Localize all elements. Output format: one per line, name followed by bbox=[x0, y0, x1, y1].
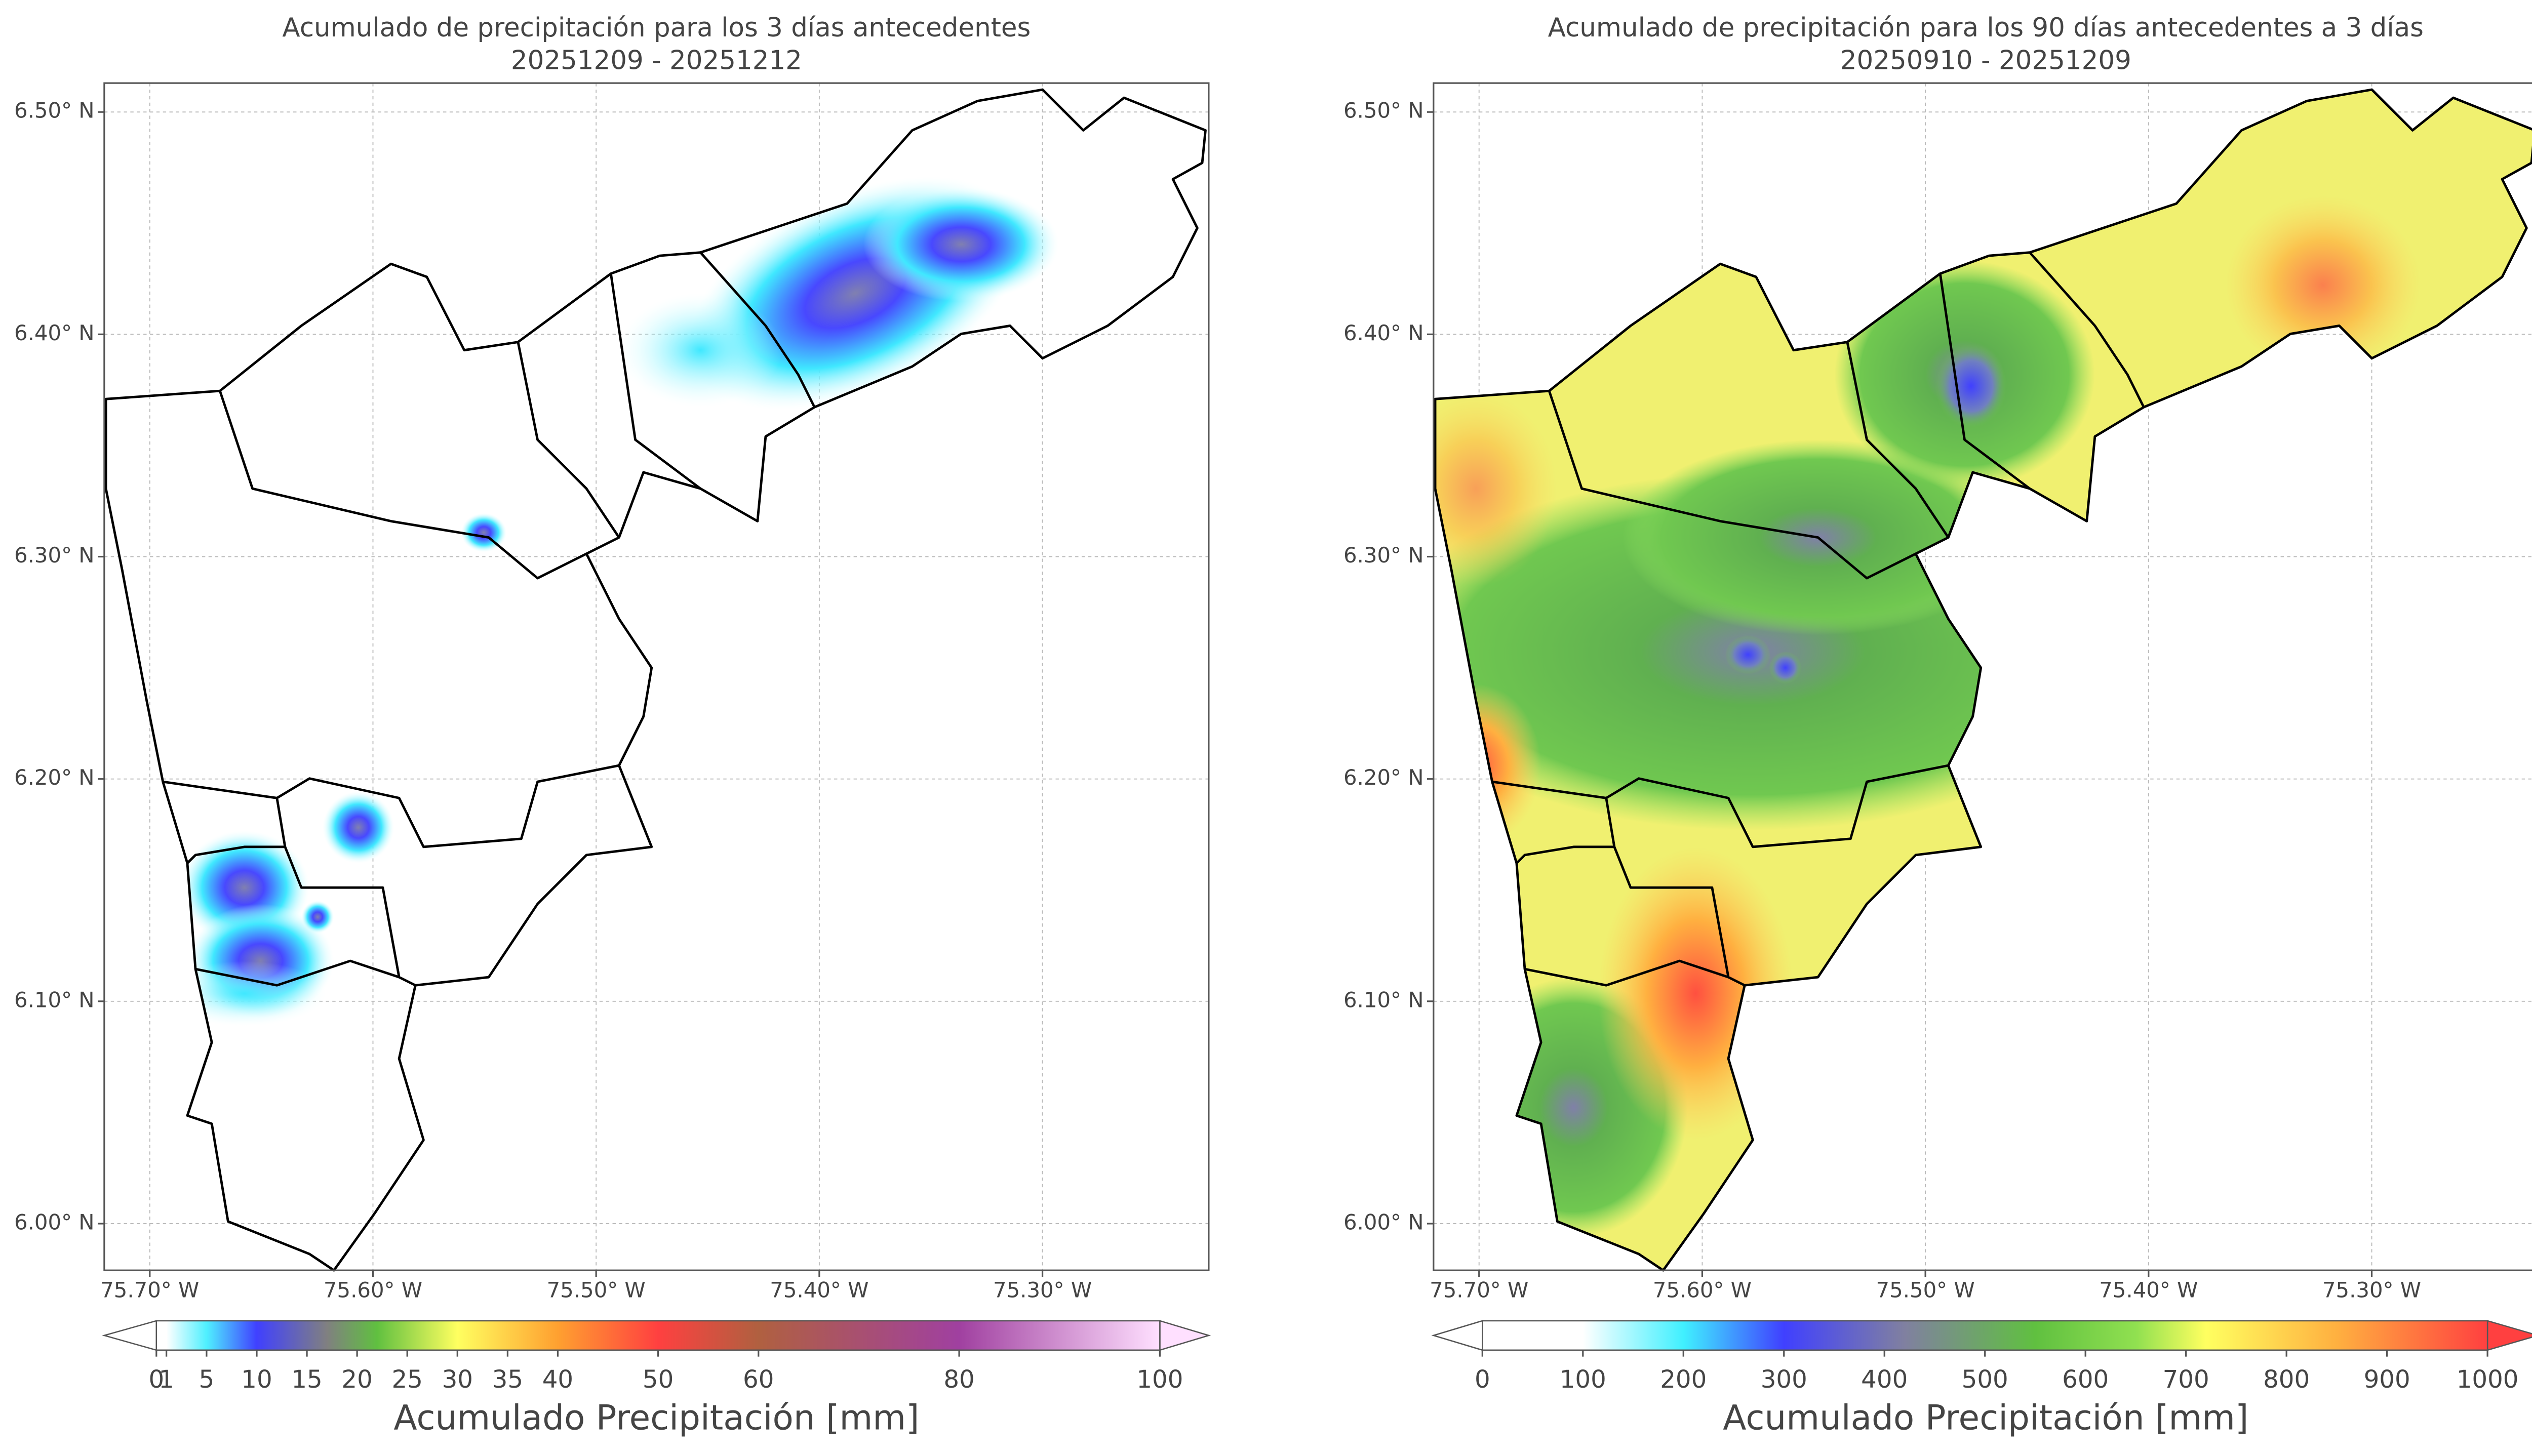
y-tick-label: 6.00° N bbox=[1343, 1209, 1424, 1234]
boundaries bbox=[1435, 90, 2532, 1270]
y-tick-label: 6.30° N bbox=[1343, 543, 1424, 568]
x-tick-label: 75.40° W bbox=[770, 1278, 868, 1303]
map-subtitle: 20251209 - 20251212 bbox=[511, 45, 802, 75]
boundaries bbox=[106, 90, 1205, 1270]
colorbar-tick-label: 30 bbox=[442, 1365, 473, 1394]
colorbar-tick-label: 700 bbox=[2163, 1365, 2209, 1394]
map-title: Acumulado de precipitación para los 3 dí… bbox=[282, 13, 1031, 43]
x-tick-label: 75.70° W bbox=[100, 1278, 199, 1303]
colorbar-tick-label: 10 bbox=[241, 1365, 272, 1394]
x-tick-label: 75.40° W bbox=[2099, 1278, 2198, 1303]
x-tick-label: 75.60° W bbox=[1653, 1278, 1752, 1303]
colorbar-label: Acumulado Precipitación [mm] bbox=[1723, 1398, 2248, 1438]
y-tick-label: 6.40° N bbox=[1343, 320, 1424, 345]
y-tick-label: 6.00° N bbox=[14, 1209, 95, 1234]
colorbar-label: Acumulado Precipitación [mm] bbox=[393, 1398, 919, 1438]
colorbar-extend-low bbox=[102, 1320, 157, 1351]
colorbar-tick-label: 5 bbox=[199, 1365, 215, 1394]
colorbar-extend-low bbox=[1431, 1320, 1483, 1351]
precip-field-90d bbox=[1435, 90, 2532, 1271]
x-tick-label: 75.50° W bbox=[1876, 1278, 1975, 1303]
colorbar-tick-label: 35 bbox=[492, 1365, 523, 1394]
y-tick-label: 6.50° N bbox=[14, 98, 95, 123]
y-tick-label: 6.20° N bbox=[1343, 765, 1424, 790]
colorbar-tick-label: 300 bbox=[1761, 1365, 1807, 1394]
colorbar-tick-label: 0 bbox=[1475, 1365, 1490, 1394]
colorbar-extend-high bbox=[1159, 1320, 1211, 1351]
colorbar-tick-label: 0 bbox=[148, 1365, 164, 1394]
colorbar-tick-label: 500 bbox=[1962, 1365, 2008, 1394]
map-title: Acumulado de precipitación para los 90 d… bbox=[1548, 13, 2424, 43]
x-tick-label: 75.50° W bbox=[547, 1278, 646, 1303]
colorbar-tick-label: 900 bbox=[2364, 1365, 2410, 1394]
colorbar-tick-label: 1 bbox=[159, 1365, 174, 1394]
colorbar-tick-label: 1000 bbox=[2457, 1365, 2519, 1394]
colorbar-tick-label: 25 bbox=[392, 1365, 423, 1394]
colorbar-tick-label: 40 bbox=[542, 1365, 573, 1394]
x-tick-label: 75.30° W bbox=[993, 1278, 1092, 1303]
colorbar-tick-label: 60 bbox=[743, 1365, 774, 1394]
colorbar-tick-label: 200 bbox=[1660, 1365, 1707, 1394]
y-tick-label: 6.30° N bbox=[14, 543, 95, 568]
axes-frame bbox=[103, 82, 1210, 1271]
map-subtitle: 20250910 - 20251209 bbox=[1840, 45, 2131, 75]
y-tick-label: 6.10° N bbox=[1343, 987, 1424, 1012]
colorbar-tick-label: 800 bbox=[2263, 1365, 2310, 1394]
colorbar-tick-label: 400 bbox=[1861, 1365, 1908, 1394]
colorbar-tick-label: 80 bbox=[943, 1365, 974, 1394]
colorbar bbox=[155, 1320, 1161, 1351]
y-tick-label: 6.50° N bbox=[1343, 98, 1424, 123]
colorbar-tick-label: 20 bbox=[341, 1365, 372, 1394]
x-tick-label: 75.30° W bbox=[2322, 1278, 2421, 1303]
colorbar-extend-high bbox=[2486, 1320, 2532, 1351]
colorbar-tick-label: 100 bbox=[1136, 1365, 1183, 1394]
y-tick-label: 6.10° N bbox=[14, 987, 95, 1012]
colorbar-tick-label: 15 bbox=[291, 1365, 322, 1394]
y-tick-label: 6.20° N bbox=[14, 765, 95, 790]
colorbar-tick-label: 600 bbox=[2062, 1365, 2109, 1394]
precip-field-3d bbox=[163, 176, 1059, 1026]
colorbar-tick-label: 100 bbox=[1560, 1365, 1606, 1394]
colorbar-tick-label: 50 bbox=[643, 1365, 674, 1394]
x-tick-label: 75.70° W bbox=[1430, 1278, 1528, 1303]
colorbar bbox=[1482, 1320, 2488, 1351]
x-tick-label: 75.60° W bbox=[324, 1278, 422, 1303]
y-tick-label: 6.40° N bbox=[14, 320, 95, 345]
axes-frame bbox=[1433, 82, 2532, 1271]
